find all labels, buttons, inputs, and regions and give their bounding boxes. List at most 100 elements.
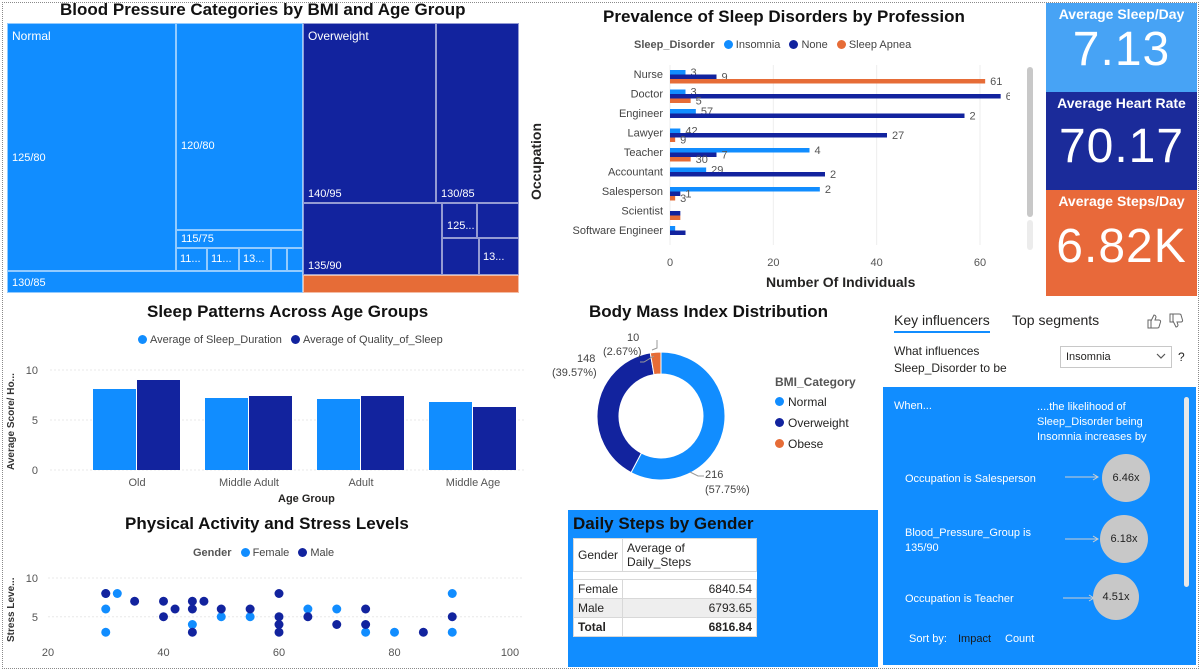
treemap-cell[interactable] [271, 248, 287, 271]
scatter-point[interactable] [447, 589, 457, 598]
tab-top-segments[interactable]: Top segments [1012, 312, 1100, 328]
scatter-point[interactable] [101, 589, 111, 598]
legend-item-quality[interactable]: Average of Quality_of_Sleep [302, 334, 443, 346]
legend-item-male[interactable]: Male [310, 547, 335, 559]
tab-key-influencers[interactable]: Key influencers [894, 312, 990, 333]
scatter-point[interactable] [418, 627, 428, 637]
influencer-label[interactable]: Blood_Pressure_Group is 135/90 [905, 527, 1031, 554]
table-row[interactable]: Female 6840.54 [572, 579, 757, 599]
bar[interactable] [473, 407, 516, 470]
treemap-cell[interactable]: 11... [176, 248, 207, 271]
scatter-point[interactable] [361, 604, 371, 614]
influencers-scrollbar[interactable] [1184, 397, 1189, 587]
legend-item-sleep-apnea[interactable]: Sleep Apnea [848, 39, 912, 51]
kpi-card-sleep[interactable]: Average Sleep/Day 7.13 [1046, 3, 1197, 92]
bar[interactable] [670, 137, 676, 143]
sleep-patterns-chart[interactable]: 0 5 10 Old Middle Adult Adult Middle Age [20, 350, 540, 495]
treemap-cell[interactable]: 130/85 [7, 271, 303, 293]
bar[interactable] [249, 396, 292, 470]
scatter-point[interactable] [274, 612, 284, 622]
treemap-cell[interactable]: 120/80 [176, 23, 303, 230]
influencer-label[interactable]: Occupation is Teacher [905, 593, 1014, 605]
treemap-cell[interactable]: 130/85 [436, 23, 519, 203]
legend-item-female[interactable]: Female [252, 547, 290, 559]
donut-slice[interactable] [630, 351, 726, 481]
scatter-point[interactable] [101, 627, 111, 637]
bar[interactable] [670, 133, 887, 138]
treemap-cell[interactable]: Overweight 140/95 [303, 23, 436, 203]
scatter-point[interactable] [187, 596, 197, 606]
scatter-point[interactable] [187, 604, 197, 614]
scatter-point[interactable] [187, 627, 197, 637]
scatter-point[interactable] [101, 604, 111, 614]
treemap-cell[interactable]: 135/90 [303, 203, 442, 275]
bar[interactable] [429, 402, 472, 470]
bar[interactable] [670, 157, 691, 162]
bar[interactable] [670, 230, 686, 236]
bar[interactable] [317, 399, 360, 470]
bar[interactable] [670, 167, 707, 173]
legend-item-none[interactable]: None [801, 39, 828, 51]
scatter-point[interactable] [170, 604, 180, 614]
influencer-label[interactable]: Occupation is Salesperson [905, 473, 1036, 485]
scatter-point[interactable] [332, 620, 342, 629]
scatter-point[interactable] [216, 604, 226, 614]
bar[interactable] [670, 113, 965, 119]
column-header-steps[interactable]: Average of Daily_Steps [622, 538, 757, 572]
activity-scatter-chart[interactable]: 5 10 20 40 60 80 100 [18, 562, 538, 662]
kpi-card-heart[interactable]: Average Heart Rate 70.17 [1046, 92, 1197, 190]
column-header-gender[interactable]: Gender [572, 538, 624, 572]
bar[interactable] [205, 398, 248, 470]
treemap-cell[interactable] [303, 275, 519, 293]
influencer-bubble[interactable]: 4.51x [1093, 574, 1139, 620]
treemap-cell[interactable]: 13... [239, 248, 271, 271]
bar[interactable] [670, 226, 676, 231]
scatter-point[interactable] [274, 627, 284, 637]
bar[interactable] [670, 89, 686, 95]
bar[interactable] [361, 396, 404, 470]
bar[interactable] [670, 109, 696, 114]
scatter-point[interactable] [159, 596, 168, 606]
bar[interactable] [670, 172, 825, 177]
bar[interactable] [670, 98, 691, 104]
legend-item-overweight[interactable]: Overweight [775, 416, 856, 430]
scatter-point[interactable] [447, 612, 457, 622]
sort-impact-option[interactable]: Impact [958, 633, 992, 645]
scatter-point[interactable] [361, 620, 371, 629]
kpi-card-steps[interactable]: Average Steps/Day 6.82K [1046, 190, 1197, 296]
treemap-cell[interactable]: 115/75 [176, 230, 303, 248]
bar[interactable] [670, 191, 681, 197]
scatter-point[interactable] [274, 589, 284, 598]
chart-scrollbar[interactable] [1027, 67, 1033, 217]
legend-item-obese[interactable]: Obese [775, 437, 856, 451]
scatter-point[interactable] [159, 612, 168, 622]
bar[interactable] [670, 70, 686, 75]
bar[interactable] [670, 196, 676, 201]
bar[interactable] [670, 211, 681, 216]
sort-count-option[interactable]: Count [1005, 633, 1035, 645]
bar[interactable] [670, 148, 810, 153]
bar[interactable] [670, 128, 681, 134]
bar[interactable] [93, 389, 136, 470]
scatter-point[interactable] [332, 604, 342, 614]
treemap-cell[interactable]: 13... [479, 238, 519, 275]
bar[interactable] [670, 187, 820, 192]
thumbs-down-icon[interactable] [1169, 313, 1184, 328]
scatter-point[interactable] [390, 627, 399, 637]
treemap-cell[interactable] [287, 248, 303, 271]
scatter-point[interactable] [216, 612, 226, 622]
scatter-point[interactable] [303, 604, 313, 614]
scatter-point[interactable] [274, 620, 284, 629]
bar[interactable] [670, 94, 1001, 99]
legend-item-sleep-duration[interactable]: Average of Sleep_Duration [150, 334, 282, 346]
treemap-cell[interactable]: Normal 125/80 [7, 23, 176, 271]
treemap-cell[interactable]: 125... [442, 203, 477, 238]
bp-treemap[interactable]: Normal 125/80 120/80 115/75 11... 11... … [7, 23, 519, 293]
scatter-point[interactable] [199, 596, 209, 606]
scatter-point[interactable] [187, 620, 197, 629]
scatter-point[interactable] [245, 612, 255, 622]
scatter-point[interactable] [361, 627, 371, 637]
treemap-cell[interactable]: 11... [207, 248, 239, 271]
legend-item-insomnia[interactable]: Insomnia [735, 39, 781, 51]
bar[interactable] [670, 74, 717, 80]
